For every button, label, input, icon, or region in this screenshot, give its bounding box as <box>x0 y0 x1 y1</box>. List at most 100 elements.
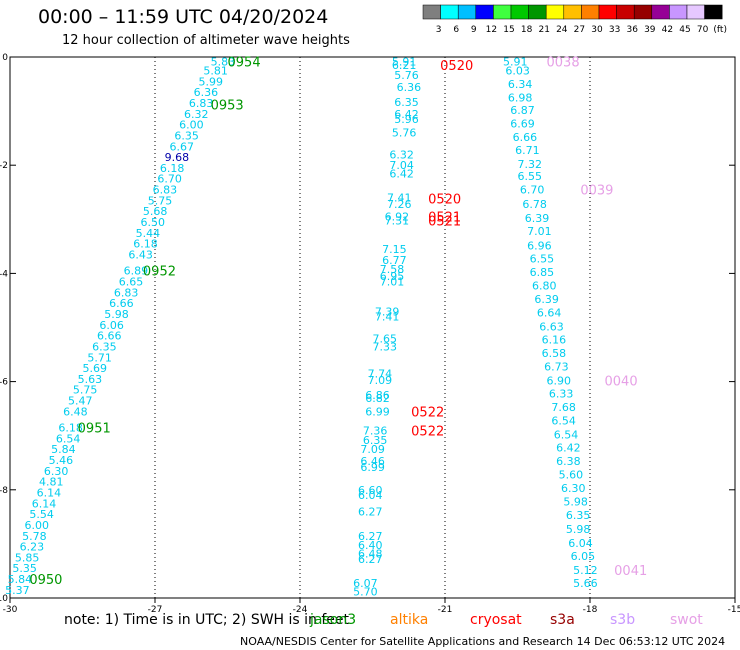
swh-value: 5.60 <box>559 469 584 482</box>
swh-value: 5.54 <box>29 508 54 521</box>
time-label: 0951 <box>78 422 111 437</box>
swh-value: 6.89 <box>124 265 149 278</box>
time-label: 0521 <box>428 211 461 226</box>
swh-value: 6.34 <box>508 78 533 91</box>
swh-value: 6.39 <box>534 293 559 306</box>
swh-value: 6.14 <box>37 487 62 500</box>
y-tick-label: -4 <box>0 269 8 279</box>
time-label: 0039 <box>580 184 613 199</box>
time-label: 0954 <box>228 55 261 70</box>
swh-value: 6.73 <box>544 360 569 373</box>
swh-value: 6.03 <box>505 65 529 78</box>
swh-value: 5.96 <box>394 113 419 126</box>
swh-value: 6.92 <box>385 211 410 224</box>
mission-s3a: s3a <box>550 612 575 628</box>
time-label: 0522 <box>411 405 444 420</box>
swh-value: 6.07 <box>353 577 378 590</box>
time-label: 0950 <box>29 573 62 588</box>
swh-value: 6.55 <box>530 252 555 265</box>
swh-value: 5.75 <box>73 384 98 397</box>
swh-value: 6.35 <box>394 96 419 109</box>
swh-value: 6.83 <box>153 184 178 197</box>
swh-value: 6.30 <box>561 482 586 495</box>
swh-value: 6.43 <box>128 248 153 261</box>
scale-label: 21 <box>538 25 549 35</box>
page-title: 00:00 – 11:59 UTC 04/20/2024 <box>38 6 329 28</box>
swh-value: 6.69 <box>510 118 535 131</box>
swh-value: 5.75 <box>148 194 173 207</box>
swh-value: 6.90 <box>547 375 572 388</box>
swh-value: 6.27 <box>358 553 383 566</box>
swh-value: 7.41 <box>375 311 400 324</box>
swh-value: 6.42 <box>394 108 419 121</box>
swh-value: 6.40 <box>358 539 383 552</box>
swh-value: 6.35 <box>174 129 199 142</box>
y-tick-label: 0 <box>2 53 8 63</box>
scale-label: 18 <box>521 25 533 35</box>
swh-value: 5.81 <box>203 65 228 78</box>
swh-value: 6.21 <box>392 59 417 72</box>
swh-value: 6.87 <box>510 104 535 117</box>
scale-label: 27 <box>574 25 585 35</box>
swh-value: 6.46 <box>360 455 385 468</box>
scale-label: 70 <box>697 25 709 35</box>
time-label: 0521 <box>428 214 461 229</box>
swh-value: 7.68 <box>551 401 576 414</box>
swh-value: 6.33 <box>549 388 574 401</box>
swh-value: 6.98 <box>508 92 533 105</box>
swh-value: 7.36 <box>363 424 388 437</box>
swh-value: 7.74 <box>368 367 393 380</box>
swh-value: 5.70 <box>353 586 378 599</box>
swh-value: 5.12 <box>573 564 598 577</box>
time-label: 0952 <box>143 265 176 280</box>
swh-value: 6.36 <box>194 86 219 99</box>
scale-label: 39 <box>644 25 656 35</box>
swh-value: 7.26 <box>387 198 412 211</box>
swh-value: 6.14 <box>32 497 57 510</box>
swh-value: 7.15 <box>382 243 407 256</box>
swh-value: 6.16 <box>542 333 567 346</box>
swh-value: 6.36 <box>397 81 422 94</box>
swh-value: 5.44 <box>136 227 161 240</box>
swh-value: 6.64 <box>537 306 562 319</box>
swh-value: 6.54 <box>56 432 81 445</box>
swh-value: 6.63 <box>539 320 564 333</box>
swh-value: 6.18 <box>133 238 158 251</box>
time-label: 0520 <box>440 59 473 74</box>
footer-note: note: 1) Time is in UTC; 2) SWH is in fe… <box>64 612 350 628</box>
x-tick-label: -21 <box>438 605 453 615</box>
scale-label: 12 <box>486 25 497 35</box>
swh-value: 5.76 <box>394 69 419 82</box>
swh-value: 6.42 <box>389 167 414 180</box>
scale-label: 6 <box>453 25 459 35</box>
swh-value: 6.48 <box>63 405 88 418</box>
swh-value: 6.35 <box>363 434 388 447</box>
scale-swatch <box>704 4 723 20</box>
swh-value: 6.80 <box>532 279 557 292</box>
y-tick-label: -6 <box>0 378 8 388</box>
y-tick-label: -10 <box>0 594 8 604</box>
swh-value: 6.65 <box>119 276 144 289</box>
credit-line: NOAA/NESDIS Center for Satellite Applica… <box>240 635 726 648</box>
swh-value: 6.82 <box>365 392 390 405</box>
swh-value: 6.00 <box>179 119 204 132</box>
mission-cryosat: cryosat <box>470 612 522 628</box>
scale-label: 42 <box>662 25 673 35</box>
swh-value: 6.54 <box>551 415 576 428</box>
swh-value: 6.83 <box>189 97 214 110</box>
time-label: 0038 <box>547 55 580 70</box>
swh-value: 5.78 <box>22 530 47 543</box>
scale-label: 33 <box>609 25 620 35</box>
swh-value: 4.81 <box>39 476 64 489</box>
scale-label: 36 <box>626 25 638 35</box>
swh-value: 6.77 <box>382 254 407 267</box>
plot-frame <box>9 56 736 599</box>
swh-value: 5.84 <box>51 443 75 456</box>
swh-value: 6.48 <box>358 548 383 561</box>
swh-value: 6.85 <box>530 266 555 279</box>
swh-value: 5.91 <box>392 55 417 68</box>
x-tick-label: -30 <box>3 605 18 615</box>
swh-value: 6.50 <box>141 216 166 229</box>
swh-value: 6.32 <box>389 148 414 161</box>
swh-value: 5.71 <box>87 351 112 364</box>
